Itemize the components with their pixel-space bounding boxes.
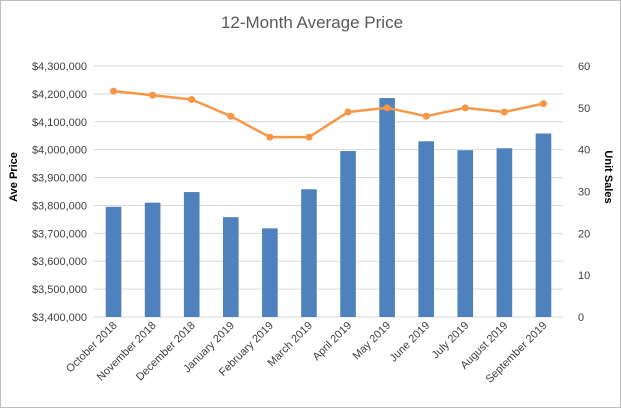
- y-tick-label: $3,500,000: [32, 284, 87, 296]
- unit-sales-point: [383, 104, 391, 112]
- unit-sales-point: [266, 133, 274, 141]
- price-bar: [105, 206, 122, 317]
- y-tick-label: $3,900,000: [32, 173, 87, 185]
- unit-sales-line: [110, 87, 547, 141]
- left-axis-ticks: $3,400,000 $3,500,000 $3,600,000 $3,700,000…: [32, 61, 87, 324]
- y-tick-label: $3,600,000: [32, 256, 87, 268]
- unit-sales-point: [110, 87, 118, 95]
- y2-tick-label: 60: [578, 61, 590, 73]
- price-bar: [496, 148, 513, 317]
- y-tick-label: $4,300,000: [32, 61, 87, 73]
- unit-sales-point: [344, 108, 352, 116]
- price-bar: [262, 228, 278, 317]
- unit-sales-point: [500, 108, 508, 116]
- y2-tick-label: 40: [578, 145, 590, 157]
- x-tick-label: April 2019: [311, 320, 355, 364]
- y2-tick-label: 0: [578, 312, 584, 324]
- y-tick-label: $3,700,000: [32, 228, 87, 240]
- chart-title: 12-Month Average Price: [221, 13, 403, 32]
- y-tick-label: $4,000,000: [32, 145, 87, 157]
- y-tick-label: $3,400,000: [32, 312, 87, 324]
- unit-sales-point: [227, 112, 235, 120]
- right-axis-ticks: 0 10 20 30 40 50 60: [578, 61, 590, 324]
- y-tick-label: $3,800,000: [32, 200, 87, 212]
- price-bar: [340, 151, 356, 317]
- price-bar: [418, 141, 435, 317]
- price-bars: [105, 98, 552, 317]
- unit-sales-point: [149, 91, 157, 99]
- y2-axis-title: Unit Sales: [602, 150, 614, 203]
- unit-sales-point: [422, 112, 430, 120]
- unit-sales-point: [461, 104, 469, 112]
- gridlines: [94, 65, 563, 318]
- y2-tick-label: 20: [578, 228, 590, 240]
- y-tick-label: $4,200,000: [32, 89, 87, 101]
- price-bar: [183, 192, 200, 317]
- price-bar: [222, 217, 239, 317]
- unit-sales-polyline: [113, 89, 544, 139]
- y2-tick-label: 10: [578, 270, 590, 282]
- unit-sales-point: [539, 100, 547, 108]
- price-bar: [301, 189, 317, 317]
- price-bar: [379, 98, 395, 317]
- y-axis-title: Ave Price: [8, 152, 20, 202]
- y2-tick-label: 50: [578, 103, 590, 115]
- price-bar: [535, 133, 552, 317]
- price-bar: [457, 150, 474, 317]
- y2-tick-label: 30: [578, 187, 590, 199]
- y-tick-label: $4,100,000: [32, 117, 87, 129]
- x-tick-label: June 2019: [388, 320, 433, 365]
- unit-sales-point: [305, 133, 313, 141]
- price-bar: [144, 202, 161, 317]
- unit-sales-point: [188, 95, 196, 103]
